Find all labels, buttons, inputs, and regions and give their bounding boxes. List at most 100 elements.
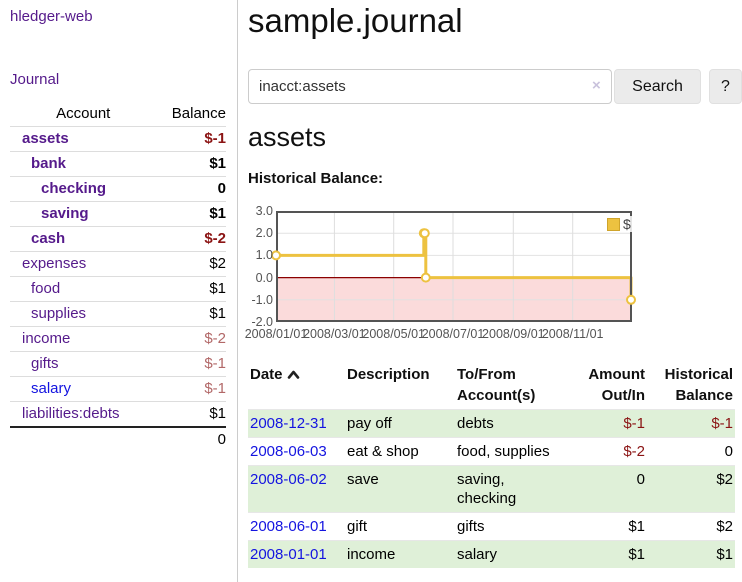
y-axis-label: -2.0: [251, 315, 273, 329]
chart-plot-area: [271, 211, 636, 322]
brand-link[interactable]: hledger-web: [10, 8, 93, 25]
transaction-accounts: food, supplies: [457, 443, 550, 460]
transaction-amount: $-2: [623, 443, 645, 460]
legend-label: $: [623, 216, 631, 232]
y-axis-label: 0.0: [255, 270, 273, 285]
col-header-accounts: To/From Account(s): [457, 366, 536, 404]
sidebar-item-journal[interactable]: Journal: [10, 71, 60, 88]
main-content: sample.journal × Search ? assets Histori…: [244, 0, 742, 582]
search-button[interactable]: Search: [614, 69, 701, 104]
account-link-saving[interactable]: saving: [41, 205, 89, 222]
account-balance: $1: [209, 155, 226, 172]
transaction-amount: $1: [628, 518, 645, 535]
accounts-total-value: 0: [154, 426, 226, 452]
account-balance: $1: [209, 205, 226, 222]
clear-search-icon[interactable]: ×: [592, 77, 601, 94]
transaction-row: 2008-12-31 pay off debts $-1 $-1: [248, 409, 735, 438]
account-balance: $1: [209, 280, 226, 297]
transaction-description: gift: [347, 518, 368, 535]
account-link-bank[interactable]: bank: [31, 155, 67, 172]
account-row: cash $-2: [10, 226, 226, 252]
transaction-balance: $2: [716, 471, 733, 488]
account-row: supplies $1: [10, 301, 226, 327]
col-header-amount: Amount Out/In: [588, 366, 645, 404]
transactions-table: Date Description To/From Account(s) Amou…: [248, 361, 735, 568]
account-heading: assets: [248, 122, 327, 152]
transaction-description: income: [347, 546, 396, 563]
transaction-description: eat & shop: [347, 443, 419, 460]
accounts-header-balance: Balance: [171, 105, 226, 122]
transaction-date-link[interactable]: 2008-06-01: [250, 518, 327, 535]
x-axis-label: 2008/09/01: [482, 327, 545, 341]
account-link-liabilities-debts[interactable]: liabilities:debts: [22, 405, 120, 422]
transaction-date-link[interactable]: 2008-06-02: [250, 471, 327, 488]
account-link-expenses[interactable]: expenses: [22, 255, 87, 272]
transaction-accounts: gifts: [457, 518, 485, 535]
account-link-checking[interactable]: checking: [41, 180, 107, 197]
search-input[interactable]: [248, 69, 612, 104]
transaction-balance: $-1: [711, 415, 733, 432]
account-link-supplies[interactable]: supplies: [31, 305, 87, 322]
y-axis-label: 1.0: [255, 248, 273, 263]
search-form: × Search ?: [248, 69, 742, 105]
x-axis-label: 2008/01/01: [244, 327, 308, 341]
transactions-table-body: 2008-12-31 pay off debts $-1 $-1 2008-06-03 ea…: [248, 409, 735, 568]
x-axis-label: 2008/05/01: [362, 327, 425, 341]
account-row: liabilities:debts $1: [10, 401, 226, 428]
transaction-description: pay off: [347, 415, 392, 432]
account-balance: $-2: [204, 330, 226, 347]
col-header-date[interactable]: Date: [248, 361, 345, 410]
transaction-balance: $2: [716, 518, 733, 535]
account-balance: $2: [209, 255, 226, 272]
account-row: income $-2: [10, 326, 226, 352]
page-title: sample.journal: [248, 2, 463, 39]
transaction-balance: $1: [716, 546, 733, 563]
transaction-balance: 0: [724, 443, 733, 460]
col-header-description: Description: [347, 366, 430, 383]
x-axis-label: 2008/07/01: [421, 327, 485, 341]
x-axis-label: 2008/11/01: [541, 327, 604, 341]
accounts-header-account: Account: [56, 105, 111, 122]
account-link-salary[interactable]: salary: [31, 380, 72, 397]
account-row: checking 0: [10, 176, 226, 202]
transaction-date-link[interactable]: 2008-06-03: [250, 443, 327, 460]
transaction-row: 2008-06-02 save saving, checking 0 $2: [248, 465, 735, 513]
transaction-date-link[interactable]: 2008-01-01: [250, 546, 327, 563]
account-balance: $-1: [204, 380, 226, 397]
sort-asc-icon: [287, 364, 300, 385]
y-axis-label: 3.0: [255, 204, 273, 218]
account-balance: $-2: [204, 230, 226, 247]
account-row: food $1: [10, 276, 226, 302]
accounts-table: Account Balance assets $-1 bank $1 checking 0…: [10, 102, 226, 452]
transaction-row: 2008-01-01 income salary $1 $1: [248, 540, 735, 568]
account-link-cash[interactable]: cash: [31, 230, 66, 247]
legend-swatch-icon: [607, 217, 620, 231]
chart-legend: $: [605, 216, 633, 232]
col-header-balance: Historical Balance: [664, 366, 733, 404]
account-balance: 0: [217, 180, 226, 197]
transaction-accounts: debts: [457, 415, 494, 432]
account-row: salary $-1: [10, 376, 226, 402]
sidebar: hledger-web Journal Account Balance asse…: [0, 0, 238, 582]
help-button[interactable]: ?: [709, 69, 742, 104]
accounts-total-spacer: [10, 426, 155, 452]
accounts-table-body: assets $-1 bank $1 checking 0 saving $1 cash $-2 e…: [10, 126, 226, 428]
transaction-amount: 0: [636, 471, 645, 488]
account-link-food[interactable]: food: [31, 280, 61, 297]
account-row: saving $1: [10, 201, 226, 227]
account-link-assets[interactable]: assets: [22, 130, 69, 147]
transaction-description: save: [347, 471, 379, 488]
transaction-amount: $-1: [623, 415, 645, 432]
transaction-row: 2008-06-01 gift gifts $1 $2: [248, 512, 735, 541]
account-link-gifts[interactable]: gifts: [31, 355, 59, 372]
transaction-row: 2008-06-03 eat & shop food, supplies $-2 0: [248, 437, 735, 466]
x-axis-label: 2008/03/01: [303, 327, 366, 341]
account-link-income[interactable]: income: [22, 330, 71, 347]
account-row: gifts $-1: [10, 351, 226, 377]
transaction-accounts: saving, checking: [457, 471, 517, 507]
y-axis-label: -1.0: [251, 292, 273, 307]
transaction-date-link[interactable]: 2008-12-31: [250, 415, 327, 432]
chart-title: Historical Balance:: [248, 170, 384, 187]
account-row: bank $1: [10, 151, 226, 177]
